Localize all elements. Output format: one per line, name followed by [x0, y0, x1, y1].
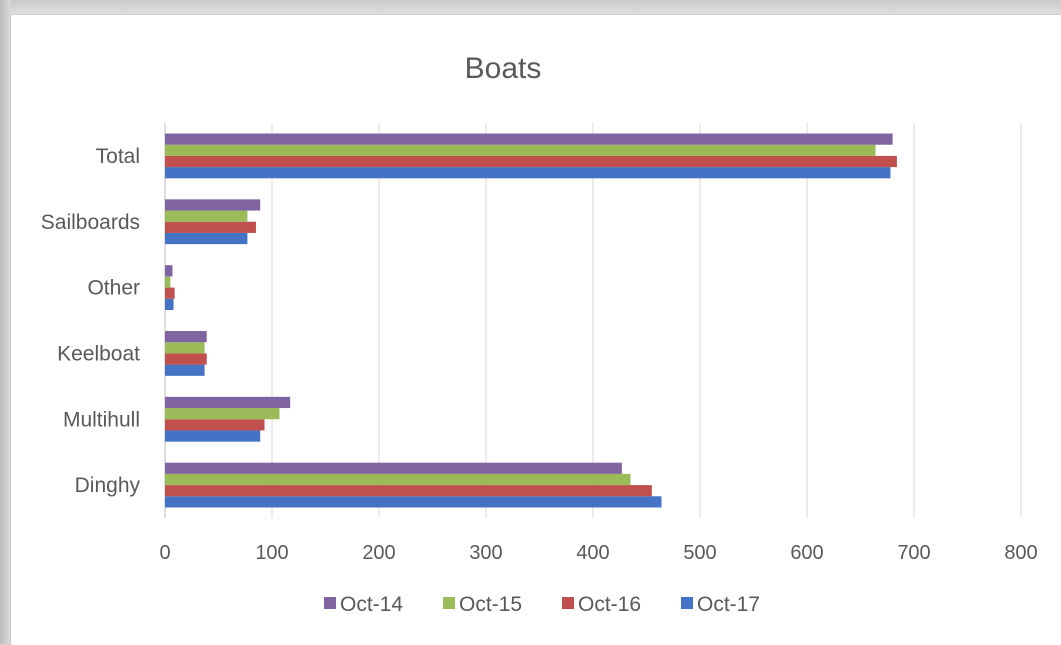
bar-sailboards-oct-16 [165, 221, 256, 233]
bar-multihull-oct-15 [165, 408, 280, 420]
bar-multihull-oct-16 [165, 419, 265, 431]
bar-other-oct-14 [165, 265, 173, 277]
x-tick-label: 200 [362, 542, 395, 564]
bar-keelboat-oct-14 [165, 331, 207, 343]
legend-swatch-oct-16 [562, 597, 574, 609]
legend-swatch-oct-14 [324, 597, 336, 609]
bar-other-oct-15 [165, 276, 171, 288]
x-tick-label: 600 [790, 542, 823, 564]
legend-swatch-oct-17 [681, 597, 693, 609]
x-tick-label: 500 [683, 542, 716, 564]
legend-label-oct-16: Oct-16 [578, 593, 641, 616]
x-tick-label: 0 [159, 542, 170, 564]
bar-dinghy-oct-14 [165, 462, 622, 474]
category-label-sailboards: Sailboards [41, 211, 140, 234]
x-tick-label: 100 [255, 542, 288, 564]
bar-multihull-oct-17 [165, 430, 261, 442]
bar-total-oct-16 [165, 155, 897, 168]
bar-sailboards-oct-17 [165, 232, 248, 245]
background-top-strip [0, 0, 1061, 16]
bar-sailboards-oct-15 [165, 210, 248, 222]
gridlines [164, 123, 1022, 518]
category-label-multihull: Multihull [63, 408, 140, 431]
category-label-keelboat: Keelboat [57, 342, 140, 365]
bar-dinghy-oct-17 [165, 496, 662, 508]
legend-swatch-oct-15 [443, 597, 455, 609]
bar-total-oct-15 [165, 144, 876, 156]
bar-dinghy-oct-15 [165, 473, 631, 486]
legend: Oct-14 Oct-15 Oct-16 Oct-17 [324, 593, 760, 616]
bar-chart: Boats Dinghy Multihull Keelboat Other Sailbo… [41, 52, 1038, 616]
x-tick-label: 300 [469, 542, 502, 564]
x-tick-label: 800 [1004, 542, 1037, 564]
legend-label-oct-17: Oct-17 [697, 593, 760, 616]
category-label-other: Other [87, 277, 140, 300]
legend-label-oct-14: Oct-14 [340, 593, 403, 616]
category-label-dinghy: Dinghy [75, 474, 141, 497]
bar-keelboat-oct-15 [165, 342, 205, 354]
x-tick-label: 400 [576, 542, 609, 564]
bar-total-oct-17 [165, 167, 891, 179]
legend-label-oct-15: Oct-15 [459, 593, 522, 616]
category-label-total: Total [96, 145, 140, 168]
bar-dinghy-oct-16 [165, 485, 652, 497]
bars [165, 133, 897, 508]
bar-keelboat-oct-16 [165, 353, 207, 365]
bar-total-oct-14 [165, 133, 893, 145]
background-left-strip [0, 0, 10, 644]
x-axis-tick-labels: 0 100 200 300 400 500 600 700 800 [159, 542, 1037, 564]
bar-keelboat-oct-17 [165, 364, 205, 376]
chart-card: Boats Dinghy Multihull Keelboat Other Sailbo… [10, 14, 1061, 645]
category-labels: Dinghy Multihull Keelboat Other Sailboards To… [41, 145, 141, 497]
bar-multihull-oct-14 [165, 396, 291, 409]
bar-other-oct-17 [165, 298, 174, 310]
bar-sailboards-oct-14 [165, 199, 261, 211]
x-tick-label: 700 [897, 542, 930, 564]
chart-title: Boats [465, 52, 542, 85]
bar-other-oct-16 [165, 287, 175, 299]
